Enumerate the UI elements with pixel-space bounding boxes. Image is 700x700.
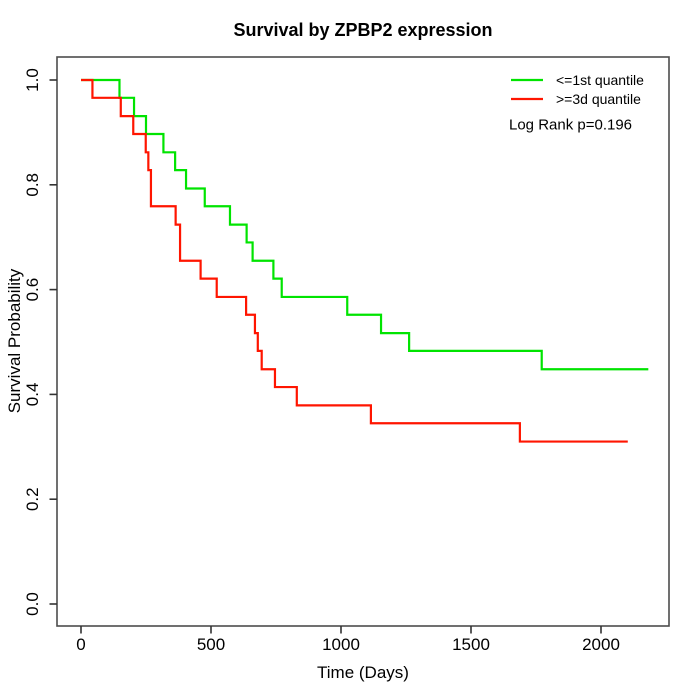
legend-label-quantile1: <=1st quantile — [556, 72, 644, 88]
x-tick-label: 0 — [76, 635, 85, 654]
x-tick-label: 500 — [197, 635, 225, 654]
survival-curve-quantile3 — [81, 78, 628, 443]
x-tick-label: 1000 — [322, 635, 360, 654]
x-axis-title: Time (Days) — [317, 663, 409, 682]
x-tick-label: 1500 — [452, 635, 490, 654]
y-tick-label: 0.4 — [23, 383, 42, 407]
x-tick-label: 2000 — [582, 635, 620, 654]
survival-curve-quantile1 — [81, 78, 649, 371]
y-axis-title: Survival Probability — [5, 268, 24, 414]
y-tick-label: 0.0 — [23, 592, 42, 616]
y-tick-label: 1.0 — [23, 68, 42, 92]
y-tick-label: 0.8 — [23, 173, 42, 197]
legend-label-quantile3: >=3d quantile — [556, 91, 641, 107]
y-tick-label: 0.6 — [23, 278, 42, 302]
plot-title: Survival by ZPBP2 expression — [233, 20, 493, 40]
y-tick-label: 0.2 — [23, 487, 42, 511]
logrank-pvalue-annotation: Log Rank p=0.196 — [509, 116, 633, 134]
plot-box — [56, 56, 670, 627]
